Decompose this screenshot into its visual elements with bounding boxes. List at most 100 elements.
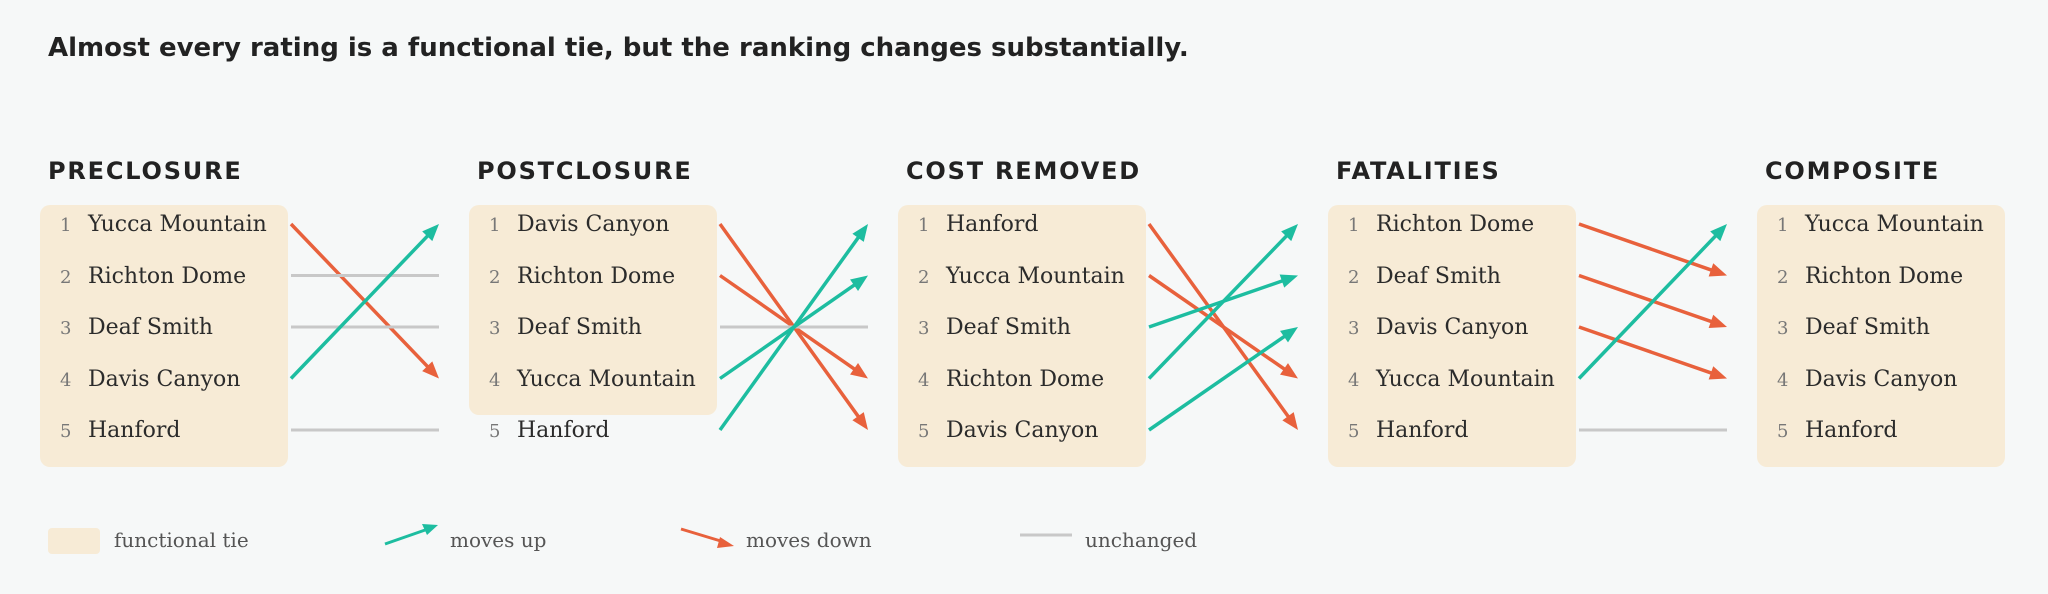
rank-row: 2 Richton Dome [477,251,675,302]
connector-up [1148,327,1298,432]
rank-row: 3 Deaf Smith [477,302,642,353]
arrow-shaft [1577,233,1718,380]
site-name: Hanford [88,418,181,443]
rank-row: 3 Deaf Smith [906,302,1071,353]
arrow-head [1280,327,1298,343]
rank-row: 4 Richton Dome [906,354,1104,405]
column-title: PRECLOSURE [48,157,243,185]
connector-down [289,222,439,379]
arrow-shaft [1147,233,1289,380]
connector-down [1578,273,1727,329]
rank-number: 2 [918,266,930,288]
rank-row: 1 Yucca Mountain [1765,199,1984,250]
connector-down [718,222,868,430]
rank-row: 1 Davis Canyon [477,199,669,250]
column-preclosure: PRECLOSURE 1 Yucca Mountain 2 Richton Dome 3 D… [40,156,308,467]
rank-number: 3 [60,318,72,339]
arrow-head [850,275,868,291]
functional-tie-box [1757,205,2005,467]
rank-number: 1 [1348,215,1360,236]
site-name: Yucca Mountain [517,366,696,392]
rank-row: 3 Deaf Smith [48,302,213,353]
rank-number: 1 [918,215,930,236]
site-name: Yucca Mountain [1376,366,1555,392]
connector-down [1578,325,1727,380]
legend-moves-up: moves up [382,524,602,556]
arrow-head [1282,412,1298,430]
arrow-head [422,361,439,379]
legend-up-label: moves up [450,528,547,552]
arrow-shaft [289,222,430,369]
connector-up [1147,224,1298,380]
rank-row: 5 Hanford [48,405,180,456]
site-name: Richton Dome [1376,212,1535,237]
connector-up [1148,274,1298,329]
connector-up [1577,224,1727,380]
site-name: Deaf Smith [88,315,213,340]
column-fatalities: FATALITIES 1 Richton Dome 2 Deaf Smith 3 Davis… [1328,156,1596,467]
arrow-shaft [1147,222,1291,419]
rank-number: 3 [918,318,930,339]
arrow-head [1708,314,1727,329]
rank-row: 1 Richton Dome [1336,199,1534,250]
rank-number: 3 [1777,318,1789,339]
column-composite: COMPOSITE 1 Yucca Mountain 2 Richton Dome 3 De… [1757,156,2025,467]
site-name: Yucca Mountain [1805,212,1984,237]
rank-row: 4 Yucca Mountain [1336,354,1555,405]
rank-number: 5 [60,421,72,442]
site-name: Davis Canyon [1805,366,1958,392]
site-name: Deaf Smith [1805,315,1930,340]
rank-number: 1 [60,215,72,236]
rank-row: 4 Yucca Mountain [477,354,696,405]
site-name: Richton Dome [88,263,247,289]
rank-row: 1 Hanford [906,199,1038,250]
rank-number: 3 [1348,318,1360,339]
arrow-shaft [1578,325,1714,376]
legend-moves-down: moves down [678,524,918,556]
arrow-shaft [719,282,857,380]
arrow-head [852,412,868,430]
rank-number: 1 [489,215,501,236]
site-name: Richton Dome [1805,263,1964,289]
connector-up [718,224,868,432]
rank-row: 1 Yucca Mountain [48,199,267,250]
rank-number: 5 [1777,421,1789,442]
unchanged-line-icon [1020,533,1072,537]
arrow-head [850,363,868,379]
functional-tie-box [898,205,1146,467]
column-title: FATALITIES [1336,157,1501,185]
connector-down [1147,222,1298,430]
rank-number: 2 [60,266,72,288]
down-arrow-icon [680,527,734,548]
site-name: Davis Canyon [1376,315,1529,340]
rank-number: 1 [1777,215,1789,236]
site-name: Deaf Smith [946,315,1071,340]
rank-row: 2 Richton Dome [1765,251,1963,302]
rank-number: 2 [1348,266,1360,288]
site-name: Hanford [946,212,1039,237]
headline: Almost every rating is a functional tie,… [48,33,1189,63]
column-title: COST REMOVED [906,157,1142,185]
rank-number: 4 [489,369,501,391]
rank-row: 3 Deaf Smith [1765,302,1930,353]
site-name: Davis Canyon [88,366,241,392]
site-name: Richton Dome [946,366,1105,392]
rank-row: 4 Davis Canyon [48,354,240,405]
rank-row: 3 Davis Canyon [1336,302,1528,353]
rank-number: 4 [918,369,930,391]
rank-row: 4 Davis Canyon [1765,354,1957,405]
arrow-shaft [289,233,430,380]
rank-number: 2 [1777,266,1789,288]
connector-down [1578,222,1727,277]
arrow-head [1281,224,1298,242]
arrow-head [1280,363,1298,379]
connector-down [1148,274,1298,379]
site-name: Davis Canyon [517,212,670,237]
connector-up [719,275,868,380]
site-name: Davis Canyon [946,418,1099,443]
site-name: Richton Dome [517,263,676,289]
rank-row: 5 Hanford [477,405,609,456]
legend-same-label: unchanged [1085,528,1198,552]
functional-tie-box [40,205,288,467]
connector-down [719,274,868,379]
